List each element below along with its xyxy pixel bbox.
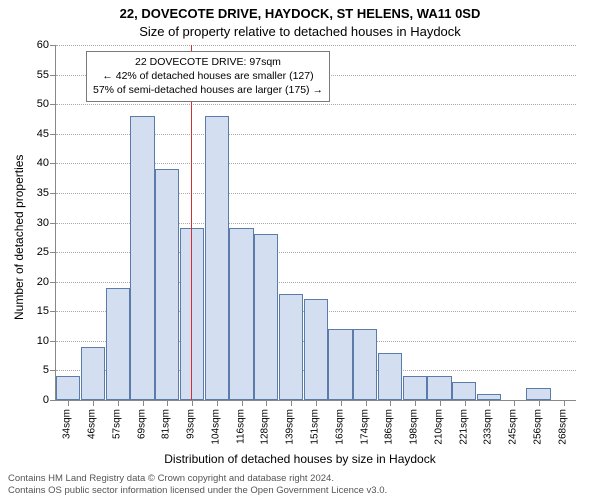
x-tick <box>93 400 94 406</box>
x-tick <box>143 400 144 406</box>
chart-container: 22, DOVECOTE DRIVE, HAYDOCK, ST HELENS, … <box>0 0 600 500</box>
x-tick <box>341 400 342 406</box>
y-tick-label: 10 <box>27 335 49 347</box>
x-tick <box>68 400 69 406</box>
x-tick <box>564 400 565 406</box>
y-tick <box>50 252 56 253</box>
x-tick-label: 139sqm <box>285 409 296 445</box>
x-tick-label: 163sqm <box>334 409 345 445</box>
x-tick-label: 268sqm <box>557 409 568 445</box>
histogram-bar <box>81 347 105 400</box>
y-tick-label: 60 <box>27 39 49 51</box>
y-tick-label: 55 <box>27 69 49 81</box>
x-tick-label: 46sqm <box>87 409 98 439</box>
x-tick-label: 256sqm <box>532 409 543 445</box>
y-tick-label: 30 <box>27 217 49 229</box>
plot-area: 22 DOVECOTE DRIVE: 97sqm ← 42% of detach… <box>55 45 576 401</box>
histogram-bar <box>328 329 352 400</box>
y-tick <box>50 193 56 194</box>
histogram-bar <box>353 329 377 400</box>
x-tick <box>390 400 391 406</box>
histogram-bar <box>106 288 130 400</box>
y-tick <box>50 341 56 342</box>
x-tick-label: 245sqm <box>508 409 519 445</box>
y-tick <box>50 370 56 371</box>
x-tick <box>192 400 193 406</box>
x-tick-label: 210sqm <box>433 409 444 445</box>
annotation-box: 22 DOVECOTE DRIVE: 97sqm ← 42% of detach… <box>86 51 330 102</box>
histogram-bar <box>403 376 427 400</box>
x-tick-label: 174sqm <box>359 409 370 445</box>
annotation-line3: 57% of semi-detached houses are larger (… <box>93 83 323 97</box>
x-tick <box>440 400 441 406</box>
y-tick <box>50 400 56 401</box>
y-tick <box>50 104 56 105</box>
x-tick-label: 116sqm <box>235 409 246 444</box>
x-tick <box>465 400 466 406</box>
histogram-bar <box>229 228 253 400</box>
y-tick-label: 5 <box>27 364 49 376</box>
y-tick <box>50 45 56 46</box>
x-axis-label: Distribution of detached houses by size … <box>0 452 600 466</box>
x-tick-label: 69sqm <box>136 409 147 439</box>
y-tick <box>50 311 56 312</box>
x-tick <box>167 400 168 406</box>
x-tick <box>415 400 416 406</box>
x-tick-label: 57sqm <box>111 409 122 439</box>
x-tick-label: 128sqm <box>260 409 271 445</box>
x-tick <box>118 400 119 406</box>
y-tick-label: 0 <box>27 394 49 406</box>
histogram-bar <box>452 382 476 400</box>
y-tick-label: 40 <box>27 157 49 169</box>
footer-line1: Contains HM Land Registry data © Crown c… <box>8 473 334 485</box>
chart-title-sub: Size of property relative to detached ho… <box>0 24 600 39</box>
y-tick <box>50 75 56 76</box>
x-tick <box>514 400 515 406</box>
x-tick <box>539 400 540 406</box>
y-tick <box>50 163 56 164</box>
chart-title-main: 22, DOVECOTE DRIVE, HAYDOCK, ST HELENS, … <box>0 6 600 21</box>
x-tick <box>316 400 317 406</box>
histogram-bar <box>205 116 229 400</box>
histogram-bar <box>304 299 328 400</box>
y-axis-label: Number of detached properties <box>12 155 26 320</box>
x-tick-label: 81sqm <box>161 409 172 439</box>
histogram-bar <box>56 376 80 400</box>
x-tick-label: 151sqm <box>310 409 321 445</box>
x-tick-label: 186sqm <box>384 409 395 445</box>
histogram-bar <box>130 116 154 400</box>
x-tick-label: 233sqm <box>483 409 494 445</box>
histogram-bar <box>378 353 402 400</box>
annotation-line1: 22 DOVECOTE DRIVE: 97sqm <box>93 55 323 69</box>
y-tick-label: 25 <box>27 246 49 258</box>
footer-line2: Contains OS public sector information li… <box>8 485 387 497</box>
x-tick-label: 104sqm <box>210 409 221 445</box>
gridline <box>56 104 576 105</box>
x-tick <box>366 400 367 406</box>
histogram-bar <box>427 376 451 400</box>
x-tick <box>266 400 267 406</box>
y-tick <box>50 282 56 283</box>
x-tick-label: 221sqm <box>458 409 469 445</box>
histogram-bar <box>254 234 278 400</box>
y-tick-label: 15 <box>27 305 49 317</box>
y-tick-label: 45 <box>27 128 49 140</box>
histogram-bar <box>155 169 179 400</box>
gridline <box>56 45 576 46</box>
y-tick-label: 50 <box>27 98 49 110</box>
x-tick-label: 93sqm <box>186 409 197 439</box>
y-tick <box>50 223 56 224</box>
x-tick <box>291 400 292 406</box>
annotation-line2: ← 42% of detached houses are smaller (12… <box>93 69 323 83</box>
histogram-bar <box>279 294 303 401</box>
x-tick-label: 34sqm <box>62 409 73 439</box>
y-tick-label: 20 <box>27 276 49 288</box>
histogram-bar <box>526 388 550 400</box>
y-tick-label: 35 <box>27 187 49 199</box>
x-tick <box>489 400 490 406</box>
x-tick <box>242 400 243 406</box>
x-tick-label: 198sqm <box>409 409 420 445</box>
y-tick <box>50 134 56 135</box>
x-tick <box>217 400 218 406</box>
